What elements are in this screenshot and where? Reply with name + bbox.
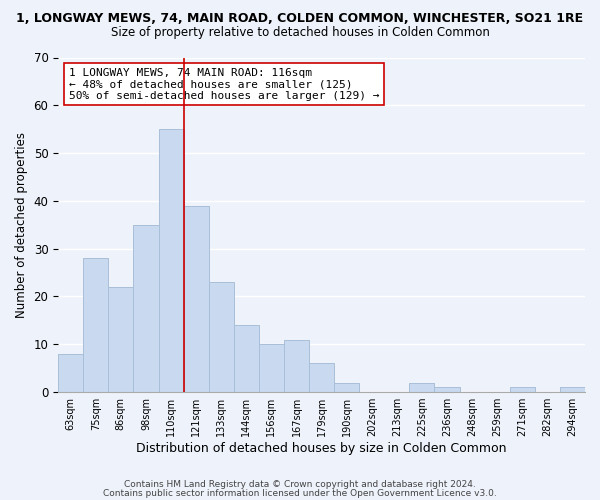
Bar	[83, 258, 109, 392]
Bar	[209, 282, 234, 392]
Text: 1, LONGWAY MEWS, 74, MAIN ROAD, COLDEN COMMON, WINCHESTER, SO21 1RE: 1, LONGWAY MEWS, 74, MAIN ROAD, COLDEN C…	[16, 12, 584, 26]
Text: Contains HM Land Registry data © Crown copyright and database right 2024.: Contains HM Land Registry data © Crown c…	[124, 480, 476, 489]
Bar	[284, 340, 309, 392]
Bar	[560, 388, 585, 392]
Y-axis label: Number of detached properties: Number of detached properties	[15, 132, 28, 318]
Bar	[309, 364, 334, 392]
X-axis label: Distribution of detached houses by size in Colden Common: Distribution of detached houses by size …	[136, 442, 507, 455]
Text: Contains public sector information licensed under the Open Government Licence v3: Contains public sector information licen…	[103, 488, 497, 498]
Bar	[58, 354, 83, 392]
Bar	[109, 287, 133, 392]
Text: Size of property relative to detached houses in Colden Common: Size of property relative to detached ho…	[110, 26, 490, 39]
Bar	[334, 382, 359, 392]
Text: 1 LONGWAY MEWS, 74 MAIN ROAD: 116sqm
← 48% of detached houses are smaller (125)
: 1 LONGWAY MEWS, 74 MAIN ROAD: 116sqm ← 4…	[68, 68, 379, 100]
Bar	[158, 129, 184, 392]
Bar	[259, 344, 284, 392]
Bar	[234, 325, 259, 392]
Bar	[133, 225, 158, 392]
Bar	[184, 206, 209, 392]
Bar	[434, 388, 460, 392]
Bar	[510, 388, 535, 392]
Bar	[409, 382, 434, 392]
